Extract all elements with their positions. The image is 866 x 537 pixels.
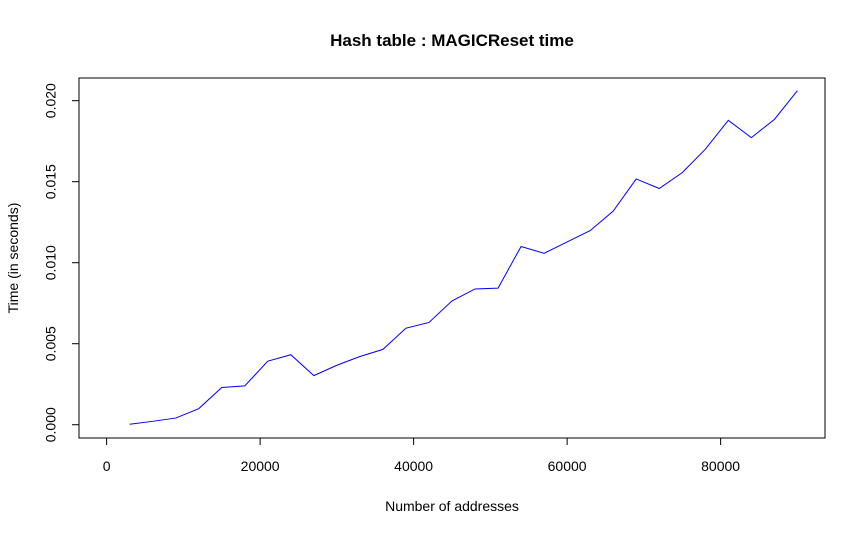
y-tick-label: 0.020	[43, 83, 59, 118]
chart-title: Hash table : MAGICReset time	[330, 31, 574, 50]
y-axis-label: Time (in seconds)	[5, 203, 21, 314]
x-tick-label: 40000	[394, 458, 433, 474]
series-layer	[129, 90, 798, 425]
x-tick-label: 20000	[241, 458, 280, 474]
x-tick-label: 80000	[701, 458, 740, 474]
y-tick-label: 0.000	[43, 407, 59, 442]
x-tick-label: 60000	[548, 458, 587, 474]
y-tick-label: 0.010	[43, 245, 59, 280]
y-tick-label: 0.015	[43, 164, 59, 199]
x-axis: 0 20000 40000 60000 80000	[103, 437, 740, 474]
x-axis-label: Number of addresses	[385, 498, 519, 514]
x-tick-label: 0	[103, 458, 111, 474]
series-line	[129, 90, 798, 425]
y-axis: 0.000 0.005 0.010 0.015 0.020	[43, 83, 80, 442]
y-tick-label: 0.005	[43, 326, 59, 361]
